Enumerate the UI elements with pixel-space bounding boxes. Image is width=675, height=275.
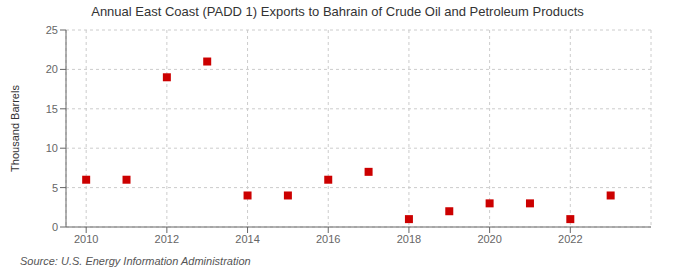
- svg-text:2010: 2010: [74, 233, 98, 245]
- svg-text:2016: 2016: [316, 233, 340, 245]
- svg-text:Thousand Barrels: Thousand Barrels: [9, 85, 21, 172]
- svg-text:2020: 2020: [477, 233, 501, 245]
- html-text:Annual East Coast (PADD 1) Exp: Annual East Coast (PADD 1) Exports to Ba…: [91, 4, 584, 19]
- svg-text:2014: 2014: [235, 233, 259, 245]
- svg-text:2018: 2018: [397, 233, 421, 245]
- svg-text:0: 0: [52, 221, 58, 233]
- svg-text:2012: 2012: [155, 233, 179, 245]
- svg-text:2022: 2022: [558, 233, 582, 245]
- html-text:Source: U.S. Energy Informatio: Source: U.S. Energy Information Administ…: [20, 255, 251, 267]
- svg-text:5: 5: [52, 182, 58, 194]
- svg-text:10: 10: [46, 142, 58, 154]
- svg-text:25: 25: [46, 24, 58, 36]
- svg-text:20: 20: [46, 63, 58, 75]
- svg-text:15: 15: [46, 103, 58, 115]
